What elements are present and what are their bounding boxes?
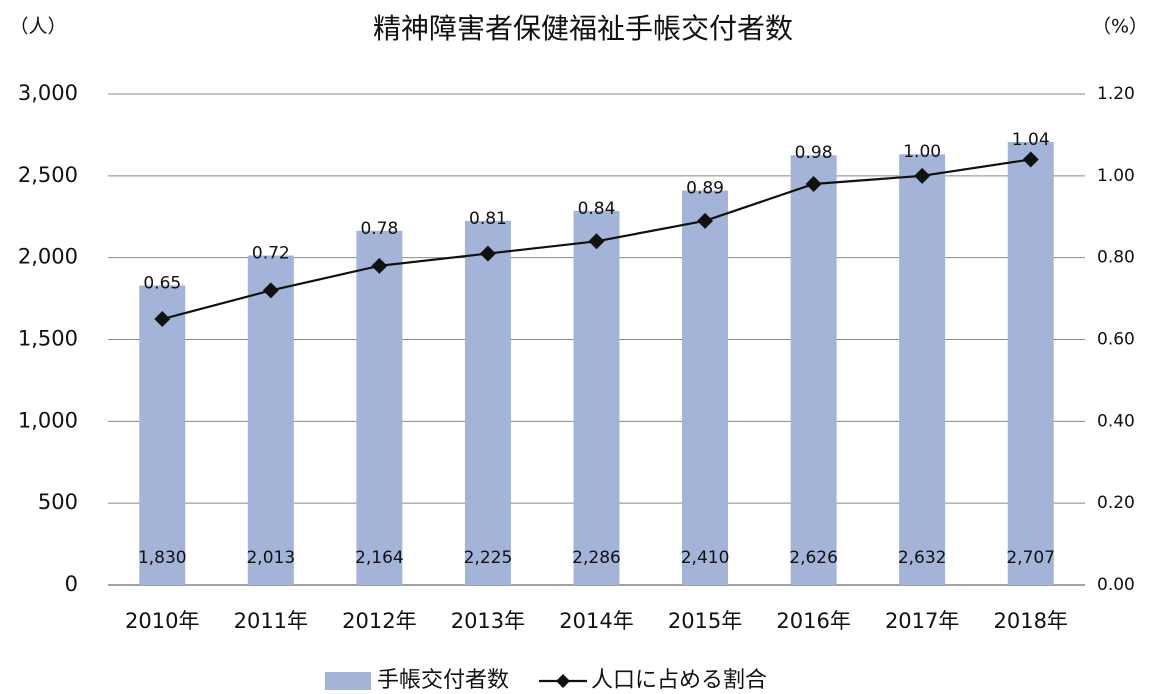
line-value-label: 1.04 <box>1012 130 1050 150</box>
line-marker <box>479 245 496 262</box>
line-marker <box>1022 151 1039 168</box>
line-marker <box>371 257 388 274</box>
chart-title: 精神障害者保健福祉手帳交付者数 <box>373 12 793 45</box>
line-value-label: 0.89 <box>686 179 724 199</box>
y2-tick-label: 0.00 <box>1097 575 1135 595</box>
bar <box>573 210 620 585</box>
line-value-label: 0.81 <box>469 209 507 229</box>
y-axis-label: （人） <box>9 16 66 38</box>
bar-value-label: 2,410 <box>681 548 730 568</box>
bar-value-label: 1,830 <box>138 548 187 568</box>
bar-value-label: 2,225 <box>464 548 513 568</box>
legend-marker <box>556 674 571 688</box>
line-value-label: 0.72 <box>252 244 290 264</box>
bar <box>247 255 294 585</box>
bar-value-label: 2,164 <box>355 548 404 568</box>
bar-value-label: 2,632 <box>898 548 947 568</box>
x-tick-label: 2014年 <box>559 609 633 633</box>
legend-label: 手帳交付者数 <box>377 668 509 693</box>
y2-tick-label: 0.20 <box>1097 493 1135 513</box>
line-marker <box>588 233 605 250</box>
bar <box>464 220 511 585</box>
y-tick-label: 1,500 <box>18 327 78 351</box>
y-tick-label: 1,000 <box>18 408 78 432</box>
bar <box>356 230 403 586</box>
y-tick-label: 0 <box>65 572 78 596</box>
line-value-label: 0.78 <box>360 219 398 239</box>
legend-swatch <box>325 672 371 690</box>
bar <box>682 190 729 585</box>
x-tick-label: 2012年 <box>342 609 416 633</box>
line-value-label: 0.65 <box>143 273 181 293</box>
y2-tick-label: 1.00 <box>1097 166 1135 186</box>
line-marker <box>262 282 279 299</box>
x-tick-label: 2016年 <box>776 609 850 633</box>
line-value-label: 0.98 <box>795 143 833 163</box>
y-tick-label: 500 <box>38 490 78 514</box>
x-tick-label: 2013年 <box>451 609 525 633</box>
legend-label: 人口に占める割合 <box>591 668 767 693</box>
bar <box>139 285 186 585</box>
line-marker <box>154 311 171 328</box>
y2-tick-label: 0.40 <box>1097 411 1135 431</box>
line-marker <box>697 212 714 229</box>
y2-tick-label: 1.20 <box>1097 84 1135 104</box>
y-tick-label: 2,500 <box>18 163 78 187</box>
y-tick-label: 2,000 <box>18 245 78 269</box>
bar <box>899 154 946 585</box>
line-marker <box>914 167 931 184</box>
y-tick-label: 3,000 <box>18 81 78 105</box>
line-value-label: 0.84 <box>578 199 616 219</box>
y2-axis-label: （%） <box>1092 16 1148 38</box>
bar <box>790 155 837 585</box>
x-tick-label: 2010年 <box>125 609 199 633</box>
bar-value-label: 2,013 <box>246 548 295 568</box>
x-tick-label: 2018年 <box>993 609 1067 633</box>
line-marker <box>805 176 822 193</box>
y2-tick-label: 0.60 <box>1097 330 1135 350</box>
x-tick-label: 2017年 <box>885 609 959 633</box>
line-value-label: 1.00 <box>903 142 941 162</box>
bar-value-label: 2,626 <box>789 548 838 568</box>
bar-value-label: 2,286 <box>572 548 621 568</box>
bar <box>1007 141 1054 585</box>
x-tick-label: 2011年 <box>234 609 308 633</box>
bar-value-label: 2,707 <box>1006 548 1055 568</box>
x-tick-label: 2015年 <box>668 609 742 633</box>
y2-tick-label: 0.80 <box>1097 248 1135 268</box>
